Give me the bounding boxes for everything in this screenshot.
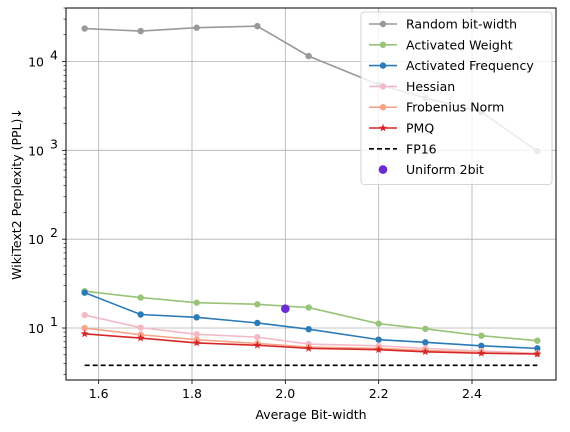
legend-swatch-marker: [379, 104, 387, 111]
y-tick-base: 10: [28, 321, 44, 336]
data-point: [254, 301, 261, 308]
data-point: [305, 304, 312, 311]
legend-label: Activated Weight: [406, 37, 513, 52]
data-point: [533, 349, 542, 358]
data-point: [193, 299, 200, 306]
series-line: [84, 291, 538, 350]
data-point: [81, 25, 88, 32]
uniform-2bit-point: [281, 304, 290, 314]
data-point: [80, 329, 89, 338]
series-line: [84, 290, 538, 342]
x-axis: 1.6 1.8 2.0 2.2 2.4: [89, 380, 482, 401]
data-point: [422, 339, 429, 346]
data-point: [137, 311, 144, 318]
data-point: [305, 52, 312, 60]
legend-label: Random bit-width: [406, 17, 517, 32]
legend-swatch-marker: [379, 123, 387, 132]
legend-label: FP16: [406, 141, 437, 156]
data-point: [193, 314, 200, 321]
y-axis-label: WikiText2 Perplexity (PPL)↓: [9, 108, 24, 280]
data-point: [192, 338, 201, 347]
legend-label: Hessian: [406, 79, 455, 94]
y-tick-label: 10: [28, 143, 44, 158]
legend-swatch-marker: [379, 83, 387, 90]
x-axis-label: Average Bit-width: [255, 407, 366, 422]
y-tick-base: 10: [28, 143, 44, 158]
y-tick-exponent: 3: [50, 136, 58, 151]
legend-swatch-marker: [379, 62, 387, 69]
data-point: [304, 344, 313, 352]
legend: Random bit-width Activated Weight Activate…: [360, 11, 553, 185]
y-tick-label: 10: [28, 54, 44, 69]
data-point: [254, 22, 261, 30]
data-point: [534, 345, 541, 352]
data-point: [254, 319, 261, 327]
y-tick-exponent: 4: [50, 47, 58, 62]
y-axis: 10 1 10 2 10 3 10 4: [28, 7, 66, 375]
data-point: [137, 324, 144, 331]
legend-swatch-marker: [378, 165, 388, 174]
data-point: [193, 24, 200, 31]
legend-box: [360, 11, 553, 185]
legend-label: Activated Frequency: [406, 58, 534, 73]
plot-frame: [65, 7, 557, 381]
data-point: [478, 332, 485, 339]
data-point: [421, 347, 430, 356]
data-point: [374, 345, 383, 354]
data-point: [136, 333, 145, 342]
legend-label: PMQ: [406, 121, 434, 136]
data-point: [422, 325, 429, 333]
x-tick-label: 2.0: [275, 386, 295, 401]
data-point: [305, 325, 312, 333]
legend-label: Frobenius Norm: [406, 100, 504, 115]
data-point: [478, 342, 485, 350]
x-tick-label: 1.8: [182, 386, 202, 401]
data-point: [254, 333, 261, 341]
y-tick-exponent: 1: [50, 314, 58, 329]
data-point: [534, 337, 541, 344]
legend-label: Uniform 2bit: [406, 162, 484, 177]
y-tick-label: 10: [28, 321, 44, 336]
data-point: [253, 341, 262, 349]
y-tick-exponent: 2: [50, 225, 58, 240]
legend-swatch-marker: [379, 41, 387, 48]
x-tick-label: 2.4: [462, 386, 482, 401]
y-tick-base: 10: [28, 232, 44, 247]
data-point: [81, 324, 88, 332]
data-point: [137, 27, 144, 35]
x-tick-label: 1.6: [89, 386, 109, 401]
data-point: [477, 349, 486, 357]
data-point: [193, 331, 200, 338]
data-point: [81, 311, 88, 319]
data-point: [137, 294, 144, 301]
data-point: [375, 336, 382, 343]
data-point: [375, 320, 382, 327]
data-point: [81, 289, 88, 296]
y-tick-base: 10: [28, 54, 44, 69]
y-tick-label: 10: [28, 232, 44, 247]
x-tick-label: 2.2: [369, 386, 389, 401]
legend-swatch-marker: [379, 20, 387, 28]
